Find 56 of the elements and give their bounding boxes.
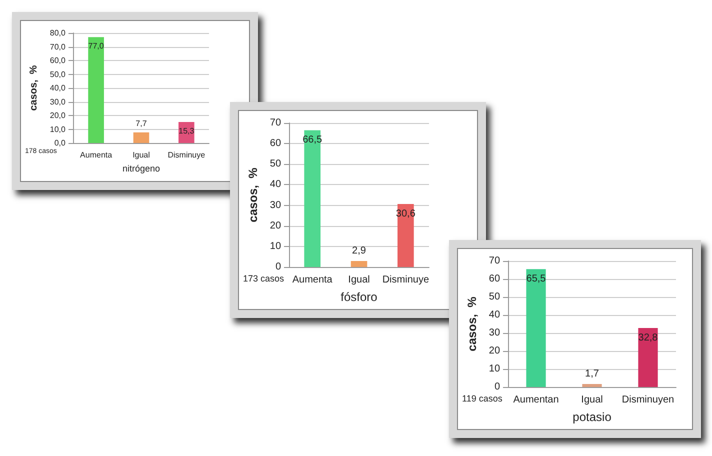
y-tick-label: 40 — [488, 310, 500, 320]
data-label: 15,3 — [178, 126, 195, 136]
y-tick-label: 20 — [270, 220, 282, 232]
x-tick-label: Disminuye — [168, 150, 206, 160]
y-tick-label: 30 — [270, 200, 282, 211]
y-tick-label: 20 — [488, 346, 500, 356]
y-tick-label: 20,0 — [50, 111, 66, 120]
x-tick-label: Igual — [132, 150, 150, 160]
y-tick-label: 70 — [270, 118, 282, 128]
x-tick-label: Disminuyen — [622, 394, 674, 406]
text: 173 casos — [243, 274, 285, 284]
data-label: 7,7 — [136, 118, 148, 128]
data-label: 77,0 — [88, 42, 104, 51]
y-axis-title: casos, % — [465, 296, 479, 352]
y-tick-label: 30,0 — [50, 97, 66, 106]
data-label: 65,5 — [526, 274, 546, 285]
bar — [133, 132, 150, 143]
text: 119 casos — [462, 394, 503, 404]
y-tick-label: 0,0 — [54, 138, 66, 148]
y-tick-label: 70,0 — [50, 42, 66, 52]
y-tick-label: 0 — [275, 262, 282, 272]
y-tick-label: 10,0 — [50, 124, 66, 134]
y-tick-label: 30 — [488, 328, 500, 338]
x-tick-label: Aumentan — [513, 394, 559, 406]
y-tick-label: 60 — [488, 274, 500, 284]
x-tick-label: Igual — [348, 274, 370, 286]
x-axis-title: nitrógeno — [122, 163, 160, 174]
y-tick-label: 50 — [270, 158, 282, 170]
data-label: 32,8 — [638, 332, 658, 344]
y-tick-label: 40,0 — [50, 84, 66, 92]
bar — [582, 384, 602, 387]
y-tick-label: 0 — [494, 382, 500, 392]
y-tick-label: 50 — [488, 292, 500, 302]
data-label: 2,9 — [352, 246, 366, 257]
x-tick-label: Igual — [581, 394, 603, 406]
data-label: 1,7 — [585, 368, 600, 380]
x-tick-label: Disminuye — [382, 274, 430, 286]
bar — [88, 37, 104, 143]
y-tick-label: 50,0 — [50, 70, 66, 79]
y-axis-title: casos, % — [28, 65, 40, 111]
bar — [304, 130, 321, 267]
x-axis-title: potasio — [572, 410, 612, 424]
y-tick-label: 60,0 — [50, 56, 66, 65]
y-axis-title: casos, % — [246, 167, 260, 222]
bar — [638, 328, 658, 387]
x-tick-label: Aumenta — [292, 274, 333, 286]
y-tick-label: 70 — [488, 256, 500, 266]
bar — [350, 261, 368, 267]
y-tick-label: 80,0 — [50, 28, 66, 38]
x-tick-label: Aumenta — [80, 150, 113, 160]
y-tick-label: 40 — [270, 179, 282, 190]
y-tick-label: 10 — [270, 240, 282, 252]
x-axis-title: fósforo — [340, 290, 378, 304]
y-tick-label: 10 — [488, 364, 500, 374]
bar — [526, 269, 546, 387]
y-tick-label: 60 — [270, 138, 282, 150]
